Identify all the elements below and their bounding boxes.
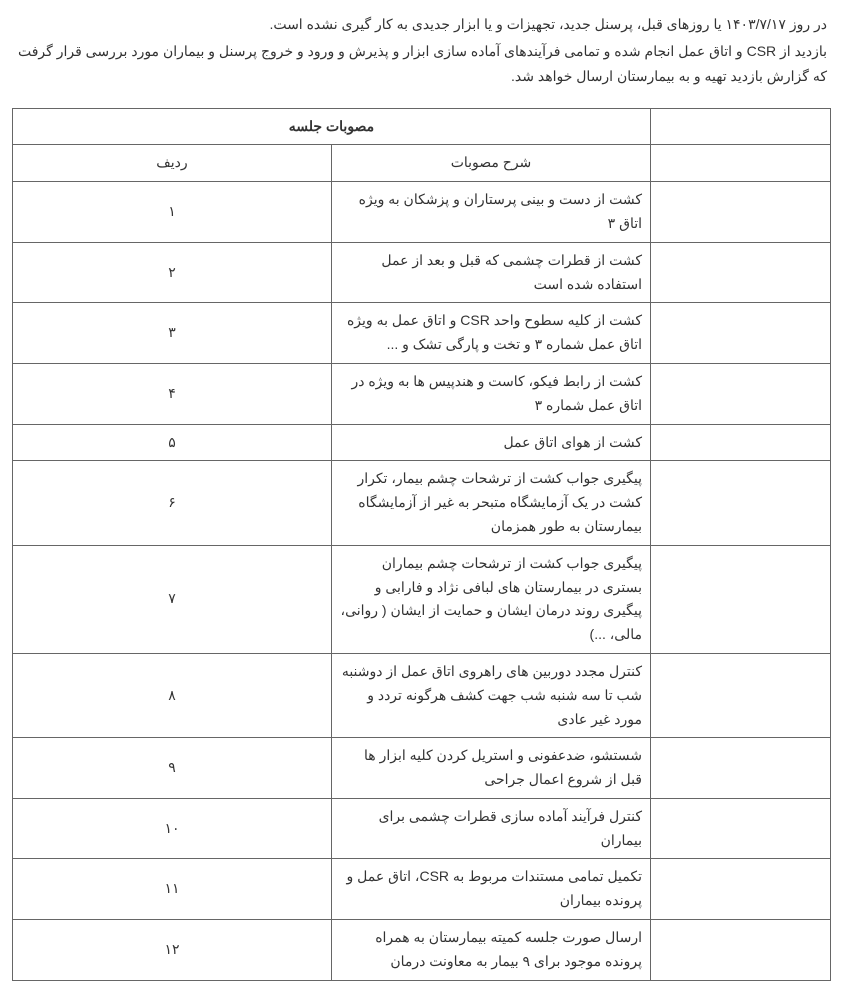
table-row: تکمیل تمامی مستندات مربوط به CSR، اتاق ع… — [13, 859, 831, 920]
num-cell: ۸ — [13, 653, 332, 737]
table-row: پیگیری جواب کشت از ترشحات چشم بیماران بس… — [13, 545, 831, 653]
title-empty-cell — [651, 108, 831, 145]
table-row: ارسال صورت جلسه کمیته بیمارستان به همراه… — [13, 920, 831, 981]
desc-cell: کشت از کلیه سطوح واحد CSR و اتاق عمل به … — [332, 303, 651, 364]
desc-cell: کشت از دست و بینی پرستاران و پزشکان به و… — [332, 182, 651, 243]
action-cell — [651, 798, 831, 859]
table-row: کشت از کلیه سطوح واحد CSR و اتاق عمل به … — [13, 303, 831, 364]
table-row: شستشو، ضدعفونی و استریل کردن کلیه ابزار … — [13, 738, 831, 799]
action-cell — [651, 653, 831, 737]
action-cell — [651, 461, 831, 545]
num-cell: ۹ — [13, 738, 332, 799]
num-cell: ۵ — [13, 424, 332, 461]
intro-line2: بازدید از CSR و اتاق عمل انجام شده و تما… — [16, 39, 827, 89]
table-title-row: مصوبات جلسه — [13, 108, 831, 145]
desc-cell: کنترل مجدد دوربین های راهروی اتاق عمل از… — [332, 653, 651, 737]
num-cell: ۴ — [13, 363, 332, 424]
action-cell — [651, 303, 831, 364]
action-cell — [651, 242, 831, 303]
action-cell — [651, 738, 831, 799]
table-row: کنترل مجدد دوربین های راهروی اتاق عمل از… — [13, 653, 831, 737]
desc-cell: کشت از قطرات چشمی که قبل و بعد از عمل اس… — [332, 242, 651, 303]
col-header-desc: شرح مصوبات — [332, 145, 651, 182]
table-row: کنترل فرآیند آماده سازی قطرات چشمی برای … — [13, 798, 831, 859]
action-cell — [651, 424, 831, 461]
action-cell — [651, 859, 831, 920]
intro-text: در روز ۱۴۰۳/۷/۱۷ یا روزهای قبل، پرسنل جد… — [12, 12, 831, 90]
table-row: کشت از هوای اتاق عمل۵ — [13, 424, 831, 461]
col-header-action — [651, 145, 831, 182]
num-cell: ۶ — [13, 461, 332, 545]
desc-cell: کشت از رابط فیکو، کاست و هندپیس ها به وی… — [332, 363, 651, 424]
num-cell: ۱ — [13, 182, 332, 243]
resolutions-table: مصوبات جلسه شرح مصوبات ردیف کشت از دست و… — [12, 108, 831, 981]
table-row: کشت از قطرات چشمی که قبل و بعد از عمل اس… — [13, 242, 831, 303]
num-cell: ۲ — [13, 242, 332, 303]
action-cell — [651, 545, 831, 653]
table-row: کشت از دست و بینی پرستاران و پزشکان به و… — [13, 182, 831, 243]
table-title: مصوبات جلسه — [13, 108, 651, 145]
desc-cell: کنترل فرآیند آماده سازی قطرات چشمی برای … — [332, 798, 651, 859]
desc-cell: پیگیری جواب کشت از ترشحات چشم بیماران بس… — [332, 545, 651, 653]
table-header-row: شرح مصوبات ردیف — [13, 145, 831, 182]
num-cell: ۷ — [13, 545, 332, 653]
desc-cell: تکمیل تمامی مستندات مربوط به CSR، اتاق ع… — [332, 859, 651, 920]
desc-cell: شستشو، ضدعفونی و استریل کردن کلیه ابزار … — [332, 738, 651, 799]
table-row: پیگیری جواب کشت از ترشحات چشم بیمار، تکر… — [13, 461, 831, 545]
action-cell — [651, 920, 831, 981]
intro-line1: در روز ۱۴۰۳/۷/۱۷ یا روزهای قبل، پرسنل جد… — [16, 12, 827, 37]
num-cell: ۱۰ — [13, 798, 332, 859]
num-cell: ۱۱ — [13, 859, 332, 920]
desc-cell: پیگیری جواب کشت از ترشحات چشم بیمار، تکر… — [332, 461, 651, 545]
desc-cell: کشت از هوای اتاق عمل — [332, 424, 651, 461]
desc-cell: ارسال صورت جلسه کمیته بیمارستان به همراه… — [332, 920, 651, 981]
action-cell — [651, 363, 831, 424]
table-row: کشت از رابط فیکو، کاست و هندپیس ها به وی… — [13, 363, 831, 424]
action-cell — [651, 182, 831, 243]
num-cell: ۱۲ — [13, 920, 332, 981]
col-header-num: ردیف — [13, 145, 332, 182]
num-cell: ۳ — [13, 303, 332, 364]
